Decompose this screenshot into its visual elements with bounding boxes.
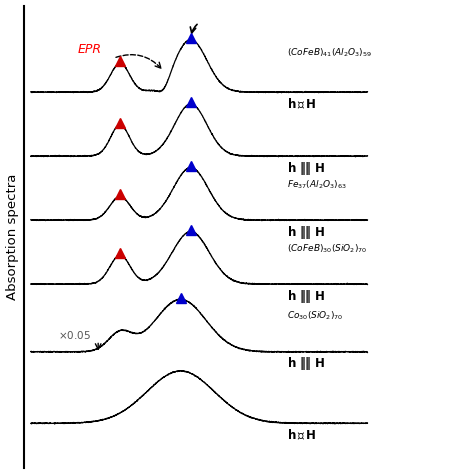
Text: $Fe_{37}(Al_2O_3)_{63}$: $Fe_{37}(Al_2O_3)_{63}$ — [287, 178, 346, 191]
Text: $\bf{h}$ $\bf{\|}$$\bf{\|}$ $\bf{H}$: $\bf{h}$ $\bf{\|}$$\bf{\|}$ $\bf{H}$ — [287, 288, 325, 305]
Text: $\bf{h}$$\bf{\perp}$$\bf{H}$: $\bf{h}$$\bf{\perp}$$\bf{H}$ — [287, 97, 316, 111]
Text: $(CoFeB)_{41}(Al_2O_3)_{59}$: $(CoFeB)_{41}(Al_2O_3)_{59}$ — [287, 46, 371, 59]
Text: $\bf{h}$$\bf{\perp}$$\bf{H}$: $\bf{h}$$\bf{\perp}$$\bf{H}$ — [287, 428, 316, 443]
Text: EPR: EPR — [78, 43, 102, 56]
Text: $\bf{h}$ $\bf{\|}$$\bf{\|}$ $\bf{H}$: $\bf{h}$ $\bf{\|}$$\bf{\|}$ $\bf{H}$ — [287, 160, 325, 177]
Text: $\bf{h}$ $\bf{\|}$$\bf{\|}$ $\bf{H}$: $\bf{h}$ $\bf{\|}$$\bf{\|}$ $\bf{H}$ — [287, 224, 325, 241]
Text: $Co_{30}(SiO_2)_{70}$: $Co_{30}(SiO_2)_{70}$ — [287, 310, 343, 322]
Text: $\bf{h}$ $\bf{\|}$$\bf{\|}$ $\bf{H}$: $\bf{h}$ $\bf{\|}$$\bf{\|}$ $\bf{H}$ — [287, 356, 325, 372]
Y-axis label: Absorption spectra: Absorption spectra — [6, 174, 18, 300]
Text: $\times 0.05$: $\times 0.05$ — [58, 328, 91, 341]
Text: $(CoFeB)_{30}(SiO_2)_{70}$: $(CoFeB)_{30}(SiO_2)_{70}$ — [287, 242, 367, 255]
